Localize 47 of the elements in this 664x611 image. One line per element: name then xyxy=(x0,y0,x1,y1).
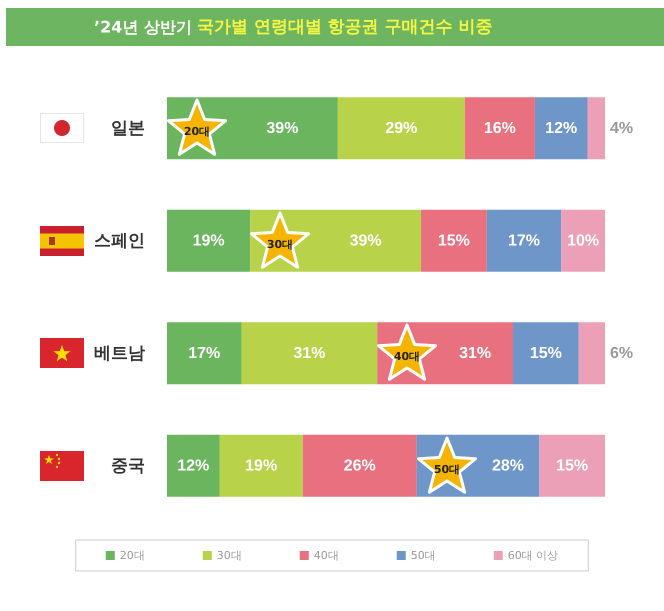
data-label: 26% xyxy=(344,457,376,474)
legend-label: 40대 xyxy=(314,549,339,562)
data-label: 12% xyxy=(177,457,210,474)
data-label: 39% xyxy=(266,120,298,137)
data-label: 10% xyxy=(567,232,600,250)
bar xyxy=(513,322,579,384)
data-label: 12% xyxy=(545,120,578,137)
data-label: 15% xyxy=(530,344,562,362)
bar xyxy=(421,210,487,272)
bar xyxy=(167,322,242,384)
data-label: 4% xyxy=(610,120,634,137)
bar xyxy=(539,434,605,497)
bar xyxy=(167,434,220,497)
bar xyxy=(578,322,605,384)
data-label: 6% xyxy=(610,344,634,362)
data-label: 39% xyxy=(350,232,382,250)
legend-label: 60대 이상 xyxy=(508,549,558,562)
annotation: 40대 xyxy=(394,350,420,364)
bar xyxy=(464,97,535,160)
legend-label: 50대 xyxy=(410,549,436,562)
bar xyxy=(338,97,465,160)
y-tick-label: 일본 xyxy=(111,118,145,138)
data-label: 31% xyxy=(459,344,492,362)
annotation: 20대 xyxy=(184,125,210,138)
data-label: 31% xyxy=(293,344,326,362)
chart-title: ’24년 상반기 국가별 연령대별 항공권 구매건수 비중 xyxy=(94,17,493,37)
data-label: 29% xyxy=(385,120,418,137)
data-label: 19% xyxy=(192,232,225,250)
bar xyxy=(220,434,303,497)
y-tick-label: 베트남 xyxy=(94,343,145,364)
data-label: 19% xyxy=(245,457,278,474)
bar xyxy=(486,210,562,272)
data-label: 28% xyxy=(492,457,524,474)
y-tick-label: 중국 xyxy=(111,456,145,476)
legend-label: 30대 xyxy=(216,549,242,562)
data-label: 17% xyxy=(188,344,220,362)
data-label: 16% xyxy=(484,120,516,137)
bar xyxy=(587,97,605,160)
y-tick-label: 스페인 xyxy=(94,230,145,251)
annotation: 50대 xyxy=(434,462,460,476)
bar xyxy=(534,97,588,160)
data-label: 15% xyxy=(438,232,470,250)
data-label: 17% xyxy=(508,232,540,250)
data-label: 15% xyxy=(556,457,588,474)
annotation: 30대 xyxy=(267,238,294,251)
bar xyxy=(561,210,605,272)
legend-label: 20대 xyxy=(120,549,145,562)
